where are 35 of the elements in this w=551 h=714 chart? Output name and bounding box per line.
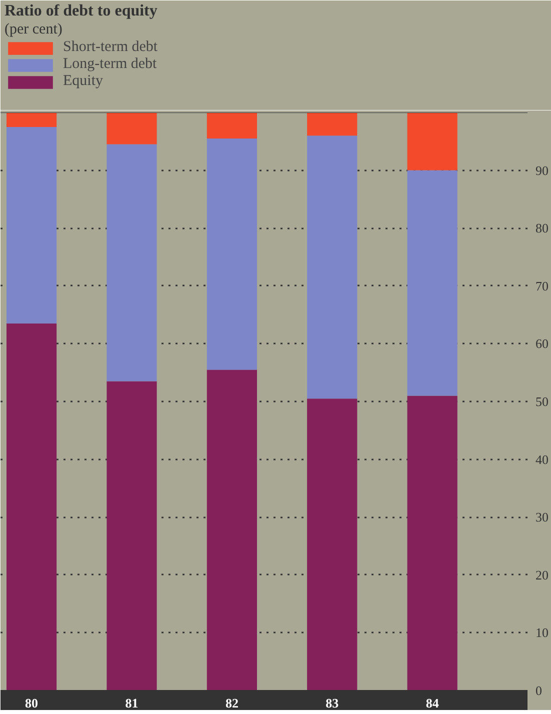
y-tick-label: 0 <box>536 683 542 698</box>
bar <box>106 381 157 690</box>
bar <box>206 112 257 139</box>
y-tick-label: 30 <box>536 510 548 525</box>
x-tick-label: 80 <box>25 696 38 710</box>
legend-label: Equity <box>63 73 103 90</box>
bar <box>407 112 458 170</box>
y-tick-label: 10 <box>536 625 548 640</box>
bar <box>307 398 358 690</box>
bar <box>6 126 57 324</box>
chart-subtitle: (per cent) <box>4 22 62 38</box>
bar <box>307 112 358 136</box>
legend-label: Short-term debt <box>63 39 158 56</box>
x-tick-label: 83 <box>326 696 340 710</box>
y-tick-label: 20 <box>536 567 548 582</box>
y-tick-label: 50 <box>536 394 548 409</box>
bar <box>407 396 458 690</box>
y-tick-label: 40 <box>536 452 548 467</box>
bar <box>6 112 57 127</box>
bar <box>407 170 458 396</box>
x-tick-label: 82 <box>225 696 238 710</box>
y-tick-label: 80 <box>536 220 548 236</box>
bar <box>307 136 358 399</box>
bar <box>106 112 157 144</box>
bar <box>206 370 257 690</box>
chart-title: Ratio of debt to equity <box>4 2 158 20</box>
bar <box>206 138 257 370</box>
y-tick-label: 90 <box>536 162 548 178</box>
bar <box>6 323 57 690</box>
x-tick-label: 84 <box>426 696 440 710</box>
bar <box>106 144 157 382</box>
y-tick-label: 60 <box>536 336 548 352</box>
legend-label: Long-term debt <box>63 56 157 73</box>
y-tick-label: 70 <box>536 278 548 294</box>
x-tick-label: 81 <box>125 696 138 710</box>
